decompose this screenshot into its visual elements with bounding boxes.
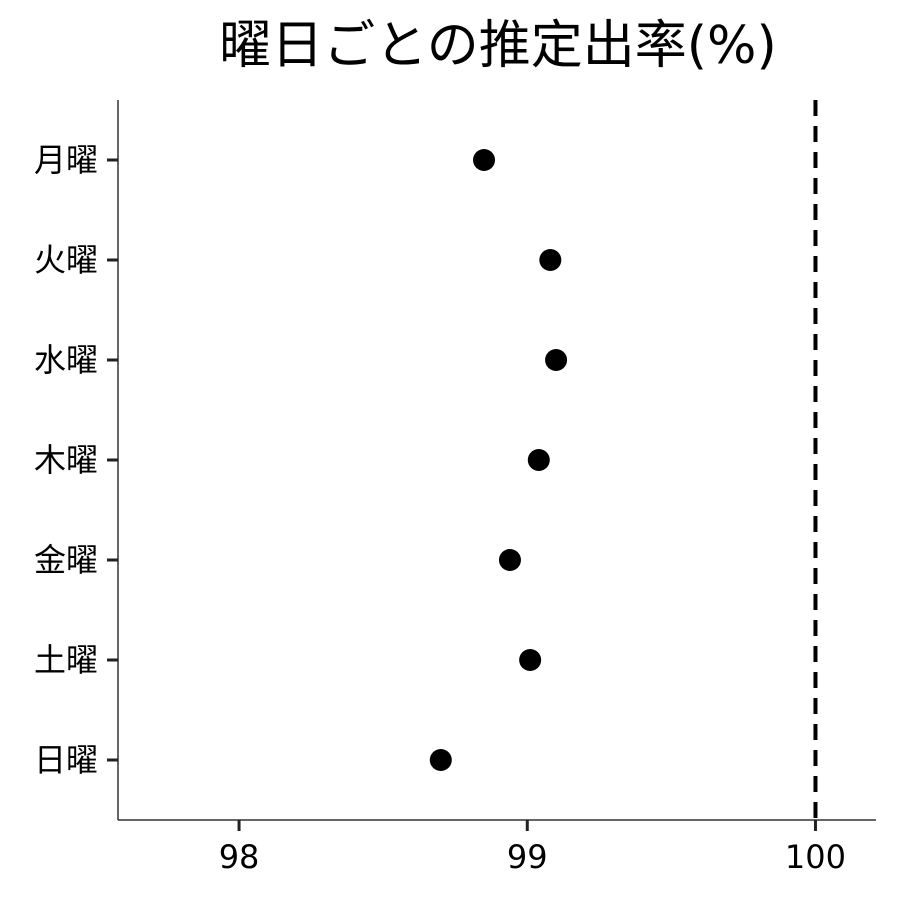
data-point (498, 549, 521, 571)
y-tick-label: 木曜 (34, 441, 98, 479)
y-tick-label: 月曜 (34, 141, 98, 179)
x-tick-label: 99 (507, 838, 548, 876)
y-tick-label: 金曜 (34, 541, 98, 579)
x-tick-label: 98 (219, 838, 260, 876)
chart-title: 曜日ごとの推定出率(%) (219, 16, 776, 76)
x-tick-label: 100 (785, 838, 846, 876)
data-point (527, 449, 550, 471)
data-point (539, 249, 562, 271)
data-point (473, 149, 496, 171)
y-tick-label: 日曜 (34, 741, 98, 779)
data-points (429, 149, 568, 771)
y-tick-label: 土曜 (34, 641, 98, 679)
data-point (429, 749, 452, 771)
y-tick-label: 水曜 (34, 341, 98, 379)
y-tick-label: 火曜 (34, 241, 98, 279)
data-point (519, 649, 542, 671)
data-point (545, 349, 568, 371)
